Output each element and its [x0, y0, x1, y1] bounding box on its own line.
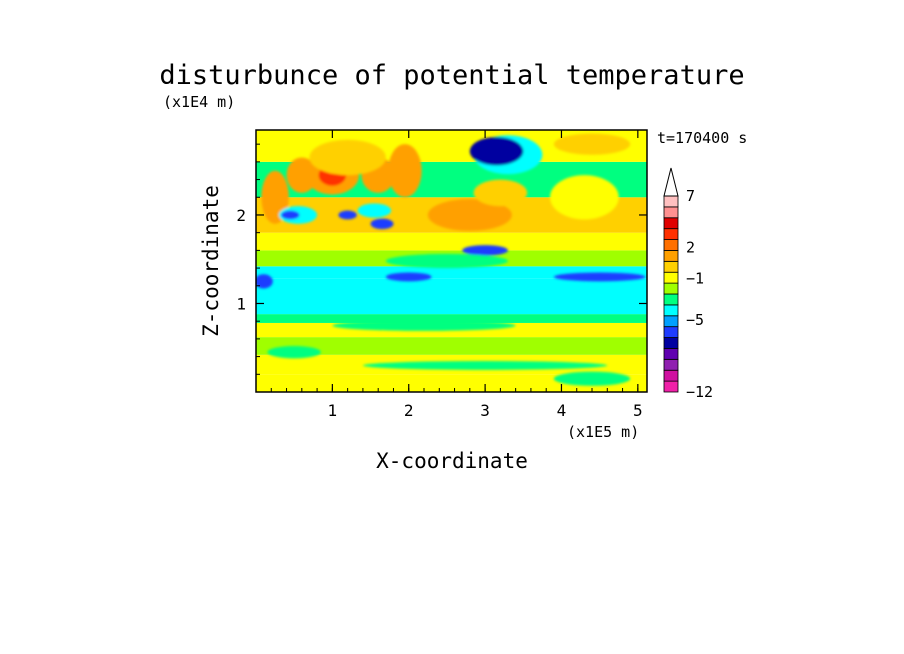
colorbar-label: −1 [686, 270, 704, 288]
x-axis-label: X-coordinate [376, 449, 528, 473]
x-tick-label: 4 [557, 401, 567, 420]
contour-field [256, 130, 647, 392]
field-blob [469, 137, 524, 166]
field-blob [286, 157, 318, 193]
field-band [256, 374, 647, 392]
colorbar-level [663, 228, 679, 240]
field-blob [385, 253, 509, 269]
colorbar-extend-arrow [663, 167, 679, 197]
x-axis: 1 2 3 4 5 [270, 130, 643, 420]
field-blob [357, 203, 392, 218]
colorbar-level [663, 304, 679, 317]
field-blob [550, 175, 619, 220]
field-blob [553, 133, 631, 155]
field-blob [553, 272, 646, 282]
y-axis: 12 [236, 143, 647, 375]
y-axis-label: Z-coordinate [199, 185, 223, 337]
colorbar-label: 2 [686, 239, 695, 257]
x-tick-label: 5 [633, 401, 643, 420]
colorbar-level [663, 206, 679, 219]
colorbar-level [663, 293, 679, 306]
field-blob [370, 218, 394, 230]
field-blob [427, 199, 512, 231]
colorbar-level [663, 358, 679, 371]
field-blob [256, 274, 273, 289]
field-blob [388, 144, 422, 198]
y-scale-label: (x1E4 m) [163, 93, 235, 111]
field-band [256, 232, 647, 251]
colorbar-level [663, 250, 679, 262]
time-label: t=170400 s [657, 129, 747, 147]
colorbar-level [663, 282, 679, 295]
field-band [256, 314, 647, 323]
x-scale-label: (x1E5 m) [567, 423, 639, 441]
field-band [256, 266, 647, 279]
field-blob [338, 210, 357, 220]
colorbar-label: −5 [686, 311, 704, 329]
x-tick-label: 3 [480, 401, 490, 420]
field-band [256, 337, 647, 355]
colorbar: −12−5−127 [663, 167, 713, 401]
colorbar-level [663, 348, 679, 360]
y-tick-label: 1 [236, 294, 246, 313]
field-blob [553, 371, 631, 386]
field-blob [385, 272, 432, 282]
colorbar-label: −12 [686, 383, 713, 401]
field-blob [281, 210, 300, 220]
x-tick-label: 2 [404, 401, 414, 420]
plot-frame [255, 129, 648, 393]
colorbar-level [663, 195, 679, 208]
colorbar-level [663, 315, 679, 328]
colorbar-level [663, 369, 679, 382]
colorbar-level [663, 260, 679, 273]
colorbar-level [663, 380, 679, 393]
field-blob [267, 345, 321, 359]
x-tick-label: 1 [328, 401, 338, 420]
colorbar-level [663, 337, 679, 349]
field-blob [462, 245, 509, 256]
y-tick-label: 2 [236, 206, 246, 225]
field-blob [362, 361, 608, 370]
colorbar-level [663, 217, 679, 230]
colorbar-level [663, 239, 679, 251]
colorbar-label: 7 [686, 187, 695, 205]
field-blob [473, 179, 528, 207]
colorbar-level [663, 326, 679, 338]
field-band [256, 278, 647, 315]
field-blob [332, 320, 516, 331]
chart-title: disturbunce of potential temperature [159, 60, 744, 91]
colorbar-level [663, 271, 679, 284]
field-blob [309, 139, 386, 176]
